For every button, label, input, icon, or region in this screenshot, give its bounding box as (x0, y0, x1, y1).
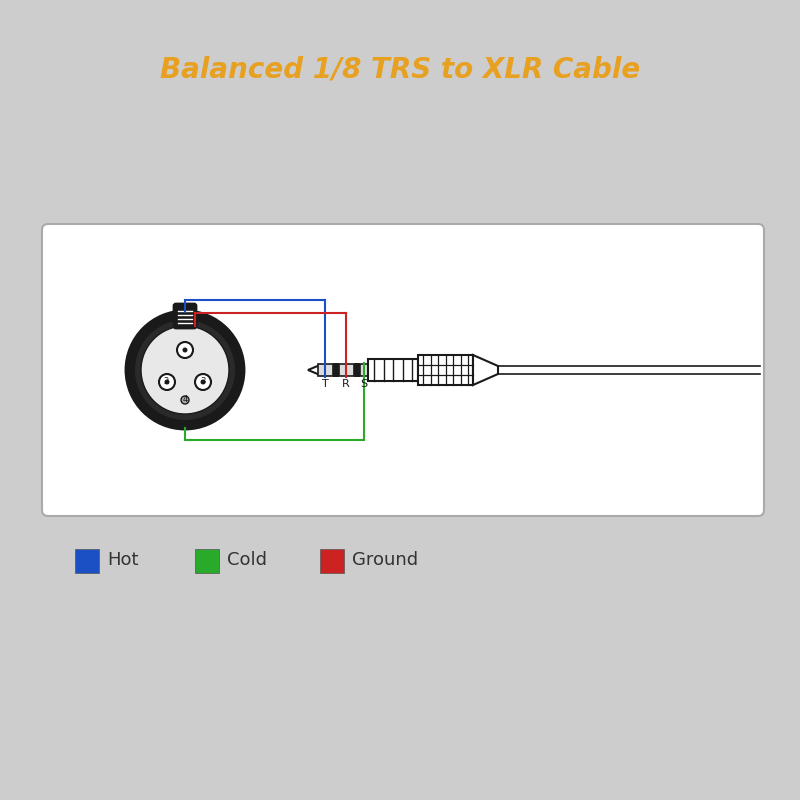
Text: T: T (322, 379, 328, 389)
Bar (354, 363, 360, 377)
Bar (418, 355, 473, 385)
Text: S: S (361, 379, 367, 389)
Circle shape (135, 320, 235, 420)
Circle shape (141, 326, 229, 414)
Text: Hot: Hot (107, 551, 138, 569)
Bar (320, 549, 344, 573)
Text: Cold: Cold (227, 551, 267, 569)
Bar (339, 364, 354, 376)
Bar (368, 359, 418, 381)
Circle shape (181, 396, 189, 404)
FancyBboxPatch shape (42, 224, 764, 516)
Bar (333, 363, 339, 377)
Circle shape (127, 312, 243, 428)
Circle shape (159, 374, 175, 390)
Text: 3: 3 (200, 377, 206, 386)
Text: Balanced 1/8 TRS to XLR Cable: Balanced 1/8 TRS to XLR Cable (160, 56, 640, 84)
Bar (195, 549, 219, 573)
Text: 4: 4 (182, 395, 188, 404)
Circle shape (201, 379, 206, 385)
Polygon shape (308, 365, 320, 375)
Text: R: R (342, 379, 350, 389)
Circle shape (177, 342, 193, 358)
Circle shape (165, 379, 170, 385)
Text: Ground: Ground (352, 551, 418, 569)
Bar (360, 364, 368, 376)
Bar (75, 549, 99, 573)
Bar (318, 364, 333, 376)
Polygon shape (473, 355, 498, 385)
FancyBboxPatch shape (174, 304, 196, 328)
Circle shape (182, 347, 187, 353)
Circle shape (195, 374, 211, 390)
Text: 2: 2 (163, 377, 169, 386)
